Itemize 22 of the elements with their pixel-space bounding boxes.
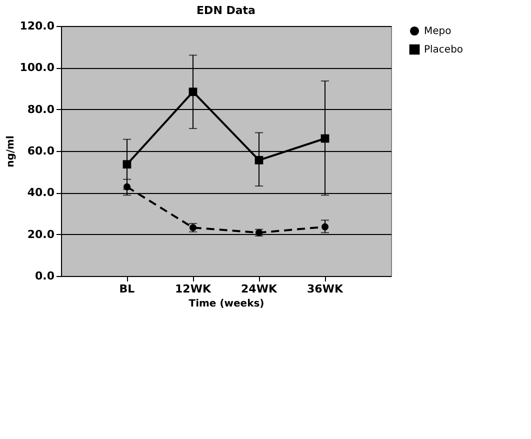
y-tick-label: 40.0 <box>27 186 55 200</box>
point <box>320 134 330 143</box>
y-tick-label: 20.0 <box>27 228 55 241</box>
legend-label: Placebo <box>424 44 464 56</box>
y-tick-label: 120.0 <box>20 20 55 32</box>
y-tick-label: 0.0 <box>35 270 55 282</box>
chart-title: EDN Data <box>196 4 256 17</box>
point <box>254 156 264 164</box>
y-tick-label: 60.0 <box>27 144 55 158</box>
point <box>188 88 198 96</box>
y-tick-label: 100.0 <box>20 61 55 74</box>
point <box>122 160 132 169</box>
x-tick-label: 36WK <box>307 282 344 296</box>
x-tick-label: 24WK <box>241 282 278 296</box>
point <box>123 183 131 190</box>
x-tick-label: BL <box>119 282 135 296</box>
x-tick-label: 12WK <box>175 282 212 296</box>
y-tick-label: 80.0 <box>27 102 55 116</box>
x-axis-title: Time (weeks) <box>188 298 264 310</box>
legend-label: Mepo <box>424 26 452 37</box>
point <box>321 223 329 230</box>
y-axis-title: ng/ml <box>6 136 17 168</box>
